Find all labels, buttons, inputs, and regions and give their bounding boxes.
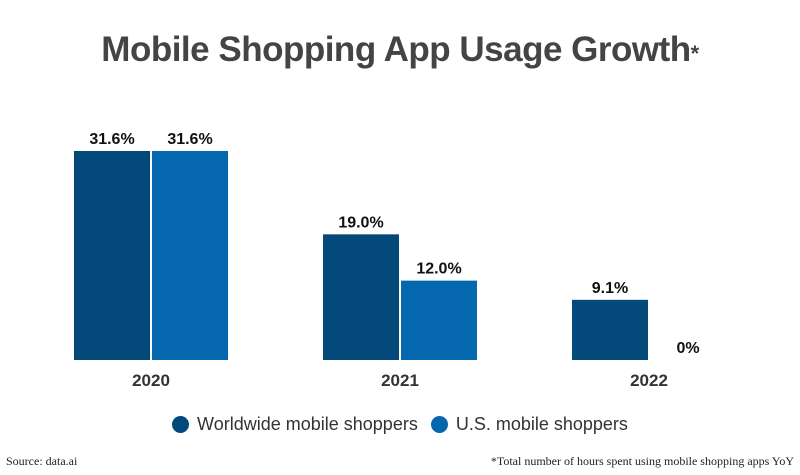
chart-title: Mobile Shopping App Usage Growth* bbox=[0, 30, 800, 70]
bar-2021-1 bbox=[401, 280, 477, 360]
legend-label: U.S. mobile shoppers bbox=[455, 414, 628, 434]
bar-2020-1 bbox=[152, 151, 228, 360]
data-label: 31.6% bbox=[89, 131, 134, 148]
legend-item-us: U.S. mobile shoppers bbox=[430, 414, 628, 435]
x-tick-label: 2020 bbox=[132, 371, 170, 390]
source-text: Source: data.ai bbox=[6, 454, 78, 468]
legend-item-worldwide: Worldwide mobile shoppers bbox=[172, 414, 418, 435]
bar-2020-0 bbox=[74, 151, 150, 360]
title-asterisk: * bbox=[690, 41, 700, 66]
data-label: 31.6% bbox=[167, 131, 212, 148]
data-label: 12.0% bbox=[416, 261, 461, 278]
x-tick-label: 2022 bbox=[630, 371, 668, 390]
data-label: 0% bbox=[676, 340, 699, 357]
chart-title-text: Mobile Shopping App Usage Growth bbox=[101, 30, 691, 69]
x-tick-label: 2021 bbox=[381, 371, 419, 390]
footnote-text: *Total number of hours spent using mobil… bbox=[490, 454, 794, 468]
legend-swatch bbox=[172, 416, 190, 433]
bar-2021-0 bbox=[323, 234, 399, 360]
data-label: 19.0% bbox=[338, 214, 383, 231]
legend-label: Worldwide mobile shoppers bbox=[197, 414, 418, 434]
legend-swatch bbox=[430, 416, 448, 433]
legend: Worldwide mobile shoppers U.S. mobile sh… bbox=[0, 414, 800, 438]
data-label: 9.1% bbox=[592, 280, 628, 297]
bar-chart: 31.6% 31.6% 2020 19.0% 12.0% 2021 9.1% 0% 2022 bbox=[74, 131, 700, 390]
bar-2022-0 bbox=[572, 299, 648, 360]
